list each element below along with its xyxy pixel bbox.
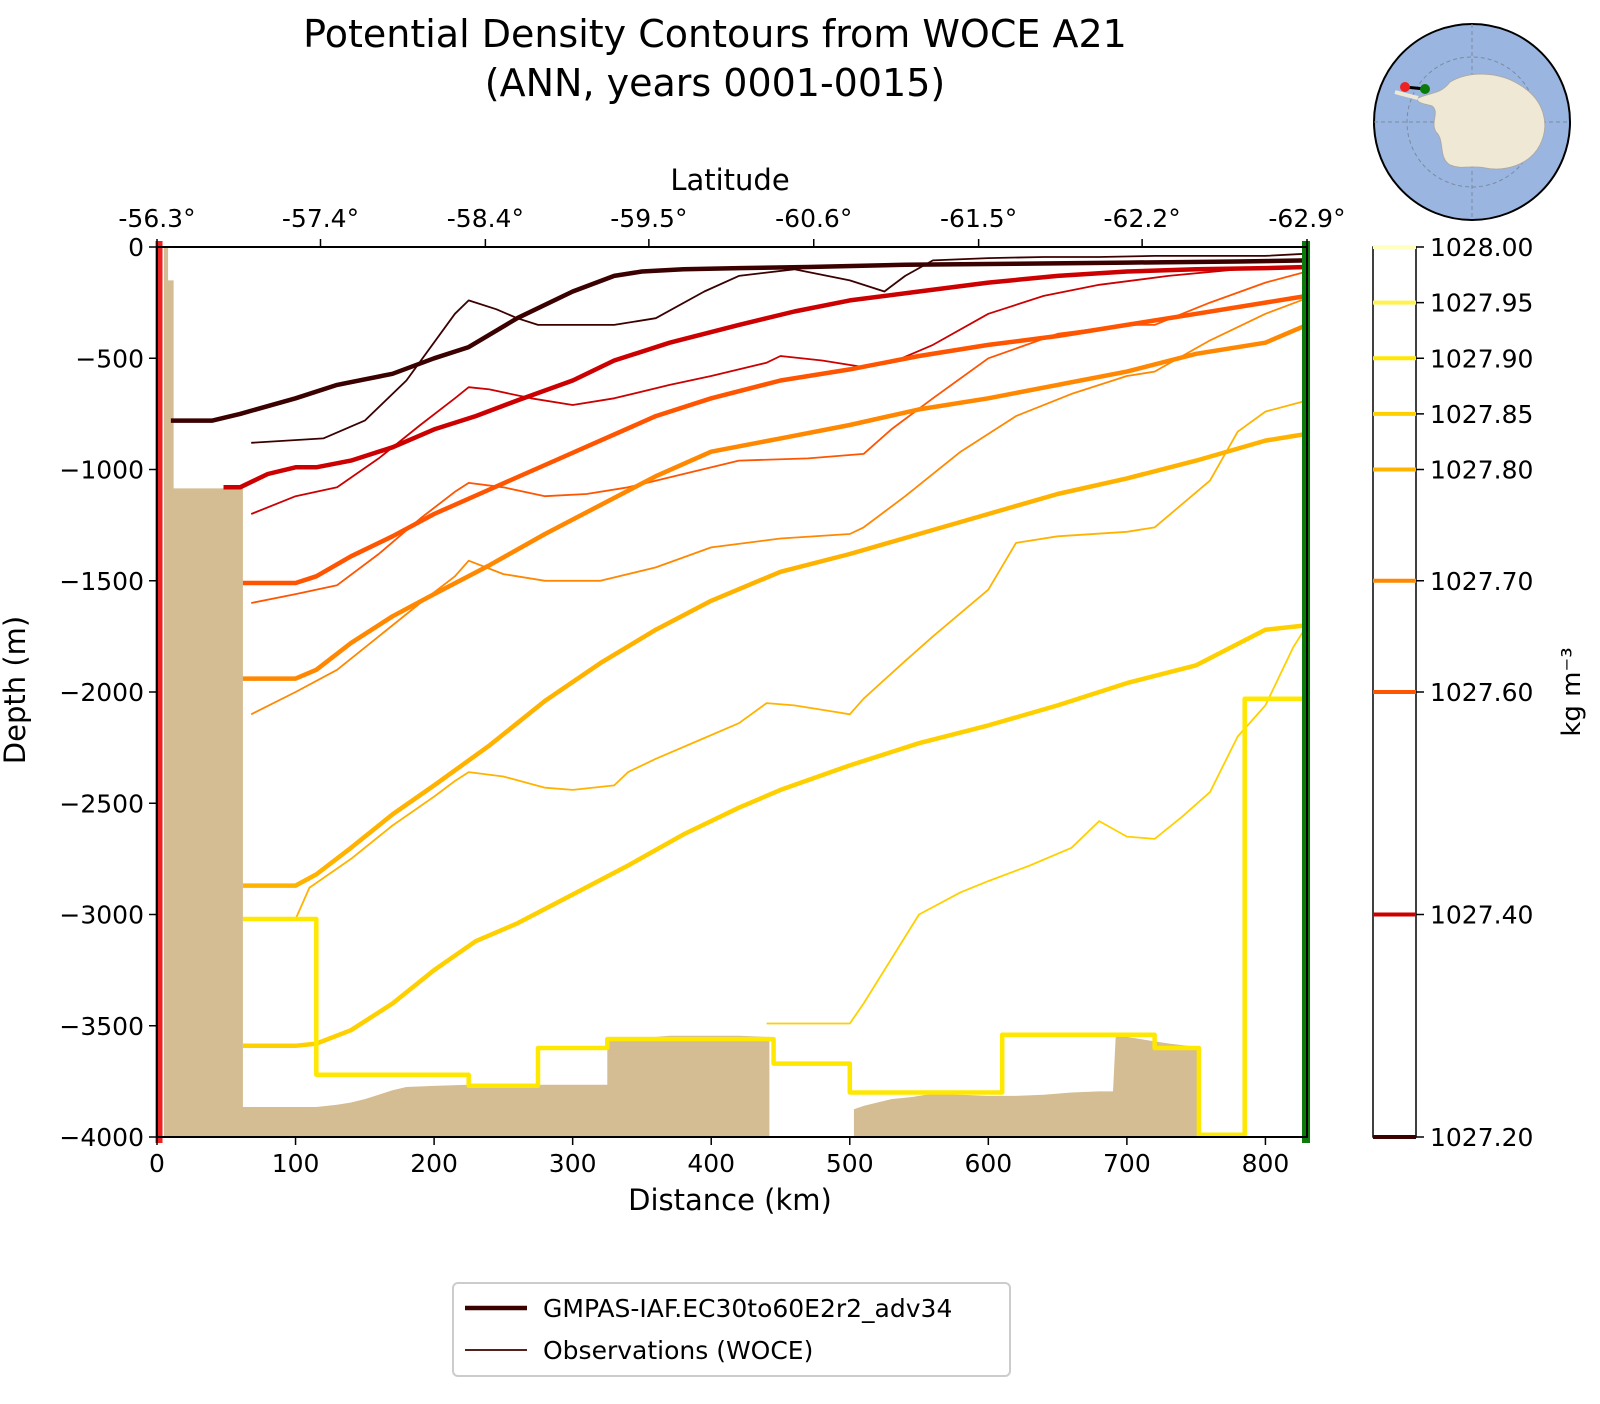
contour-observations-1027-4-3 [250,266,1308,515]
legend-box [452,1282,1011,1377]
y-tick-label-7: −3500 [59,1012,144,1041]
top-tick-label-6: -62.2° [1104,204,1181,233]
contour-layer [170,252,1308,1138]
colorbar-tick-label-0: 1027.20 [1430,1123,1533,1152]
top-tick-label-7: -62.9° [1268,204,1345,233]
x-tick-label-6: 600 [964,1149,1012,1178]
inset-antarctica-landmass [1416,73,1546,170]
inset-peninsula [1394,90,1419,100]
contour-model-1027-7-6 [242,322,1308,681]
top-tick-label-4: -60.6° [775,204,852,233]
y-tick-label-5: −2500 [59,789,144,818]
x-tick-label-7: 700 [1103,1149,1151,1178]
x-tick-label-1: 100 [272,1149,320,1178]
colorbar-tick-label-1: 1027.40 [1430,901,1533,930]
top-tick-label-5: -61.5° [940,204,1017,233]
contour-observations-1027-2-1 [251,252,1308,444]
plot-frame [156,246,1308,1138]
y-axis-label: Depth (m) [0,616,32,764]
contour-model-1027-8-8 [242,431,1308,888]
colorbar-tick-label-7: 1027.95 [1430,289,1533,318]
y-tick-label-8: −4000 [59,1123,144,1152]
top-axis-ticks: -56.3° -57.4° -58.4° -59.5° -60.6° -61.5° -62.… [118,204,1346,247]
bathymetry-fill-1 [853,1034,1199,1137]
legend-label-model: GMPAS-IAF.EC30to60E2r2_adv34 [543,1294,952,1323]
colorbar-tick-label-8: 1028.00 [1430,233,1533,262]
top-tick-label-3: -59.5° [610,204,687,233]
inset-section-end-dot [1420,84,1430,94]
top-axis-label: Latitude [670,163,789,197]
chart-title-line2: (ANN, years 0001-0015) [485,61,945,105]
colorbar-tick-label-2: 1027.60 [1430,678,1533,707]
inset-section-start-dot [1400,82,1410,92]
contour-observations-1027-85-11 [766,624,1308,1025]
colorbar-tick-label-5: 1027.85 [1430,400,1533,429]
x-tick-label-5: 500 [826,1149,874,1178]
y-tick-label-3: −1500 [59,567,144,596]
bathymetry-layer [163,247,1199,1137]
y-tick-label-4: −2000 [59,678,144,707]
x-tick-label-0: 0 [149,1149,165,1178]
y-tick-label-6: −3000 [59,901,144,930]
x-tick-label-8: 800 [1242,1149,1290,1178]
chart-title-line1: Potential Density Contours from WOCE A21 [303,12,1127,56]
y-tick-label-1: −500 [75,344,144,373]
colorbar-tick-label-6: 1027.90 [1430,344,1533,373]
y-tick-label-0: 0 [128,233,144,262]
contour-model-1027-4-2 [223,264,1308,490]
y-axis-ticks: 0 −500 −1000 −1500 −2000 −2500 −3000 −3500 −4000 [59,233,157,1152]
x-axis-ticks: 0 100 200 300 400 500 600 700 800 [149,1137,1289,1178]
colorbar-tick-label-4: 1027.80 [1430,456,1533,485]
legend: GMPAS-IAF.EC30to60E2r2_adv34 Observation… [452,1282,1011,1377]
contour-observations-1027-6-5 [251,270,1308,604]
top-tick-label-0: -56.3° [118,204,195,233]
x-tick-label-3: 300 [549,1149,597,1178]
colorbar-tick-label-3: 1027.70 [1430,567,1533,596]
x-axis-label: Distance (km) [628,1183,832,1217]
contour-observations-1027-8-9 [294,399,1308,920]
colorbar-label: kg m⁻³ [1557,647,1587,736]
x-tick-label-4: 400 [687,1149,735,1178]
contour-model-1027-2-0 [170,258,1308,423]
bathymetry-fill-0 [163,247,770,1137]
top-tick-label-1: -57.4° [282,204,359,233]
antarctica-inset-map [1373,23,1571,221]
section-markers [155,241,1310,1143]
plot-area: 0 100 200 300 400 500 600 700 800 0 −500 −1000 −150… [59,204,1345,1178]
colorbar: 1027.20 1027.40 1027.60 1027.70 1027.80 1027.… [1372,233,1587,1152]
legend-label-observations: Observations (WOCE) [543,1336,813,1365]
top-tick-label-2: -58.4° [447,204,524,233]
contour-model-1027-85-10 [242,623,1308,1049]
y-tick-label-2: −1000 [59,456,144,485]
contour-observations-1027-7-7 [250,297,1308,716]
contour-model-1027-9-12 [242,696,1307,1138]
colorbar-ticks: 1027.20 1027.40 1027.60 1027.70 1027.80 1027.… [1373,233,1533,1152]
x-tick-label-2: 200 [410,1149,458,1178]
